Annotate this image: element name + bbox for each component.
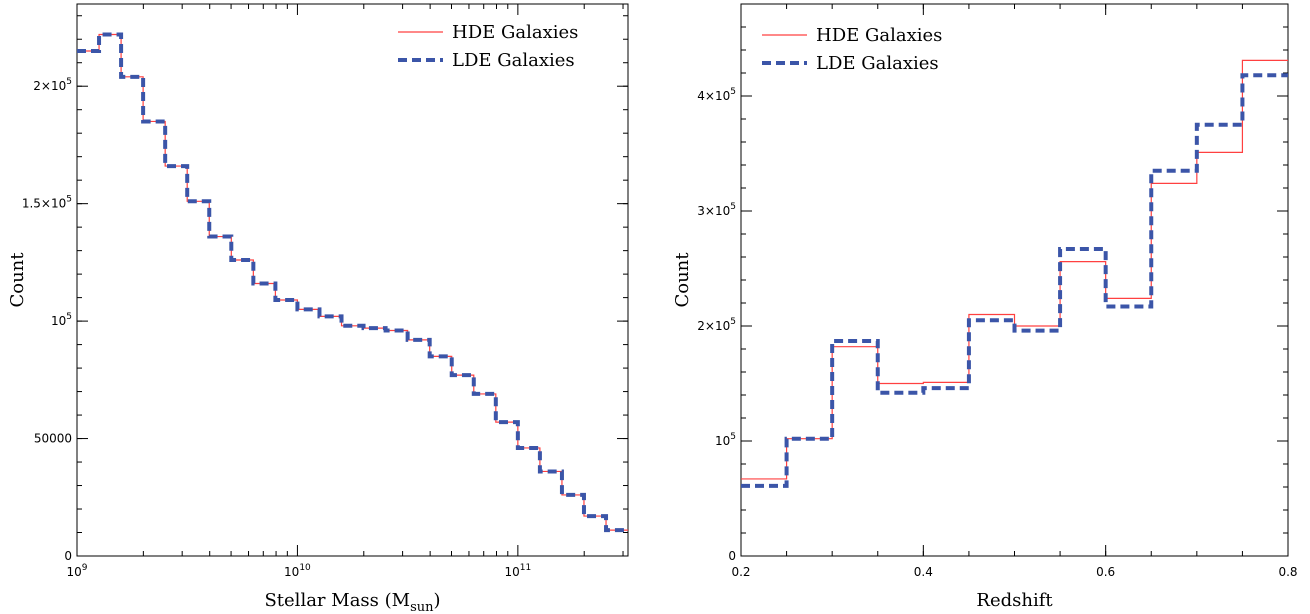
x-tick-label: 0.8 xyxy=(1278,565,1297,579)
y-tick-text: 1.5×10 xyxy=(22,197,66,211)
y-tick-label: 0 xyxy=(728,549,736,563)
x-axis-title-text: Stellar Mass (M xyxy=(264,590,410,611)
x-tick-base: 10 xyxy=(284,565,299,579)
x-tick-base: 10 xyxy=(504,565,519,579)
x-tick-label: 109 xyxy=(66,563,87,579)
x-axis-title: Redshift xyxy=(976,590,1053,611)
lde-legend-label: LDE Galaxies xyxy=(816,53,939,74)
y-tick-text: 0 xyxy=(64,549,72,563)
x-axis-title-text: Redshift xyxy=(976,590,1053,611)
y-tick-label: 2×105 xyxy=(697,317,736,333)
stellar-mass-histogram: 109 1010 10110500001051.5×1052×105Stellar … xyxy=(7,3,629,614)
y-tick-text: 2×10 xyxy=(697,319,730,333)
plot-frame xyxy=(76,3,629,557)
x-tick-label: 0.4 xyxy=(914,565,933,579)
x-tick-label: 0.6 xyxy=(1096,565,1115,579)
plot-frame xyxy=(740,3,1289,557)
x-axis-title-subscript: sun xyxy=(410,600,434,614)
y-tick-text: 10 xyxy=(715,434,730,448)
y-tick-exponent: 5 xyxy=(730,87,736,97)
y-axis-title: Count xyxy=(672,252,693,308)
y-tick-text: 0 xyxy=(728,549,736,563)
y-axis-title: Count xyxy=(7,252,28,308)
redshift-histogram: 0.2 0.4 0.6 0.801052×1053×1054×105RedshiftC… xyxy=(672,3,1298,611)
x-tick-label: 1010 xyxy=(284,563,311,579)
x-tick-label: 1011 xyxy=(504,563,531,579)
y-tick-label: 0 xyxy=(64,549,72,563)
x-tick-base: 10 xyxy=(66,565,81,579)
x-tick-exponent: 9 xyxy=(82,563,88,573)
y-tick-label: 4×105 xyxy=(697,87,736,103)
y-tick-label: 3×105 xyxy=(697,202,736,218)
y-tick-label: 105 xyxy=(51,312,72,328)
x-tick-exponent: 11 xyxy=(520,563,531,573)
y-tick-label: 2×105 xyxy=(33,77,72,93)
y-tick-exponent: 5 xyxy=(66,312,72,322)
y-tick-exponent: 5 xyxy=(66,77,72,87)
y-tick-text: 50000 xyxy=(34,432,72,446)
y-tick-exponent: 5 xyxy=(730,202,736,212)
y-tick-exponent: 5 xyxy=(730,317,736,327)
y-tick-text: 10 xyxy=(51,314,66,328)
y-tick-exponent: 5 xyxy=(730,432,736,442)
x-axis-title-close: ) xyxy=(434,590,441,611)
y-tick-label: 105 xyxy=(715,432,736,448)
y-tick-exponent: 5 xyxy=(66,195,72,205)
y-tick-label: 50000 xyxy=(34,432,72,446)
lde-legend-label: LDE Galaxies xyxy=(452,50,575,71)
y-tick-text: 4×10 xyxy=(697,89,730,103)
x-tick-label: 0.2 xyxy=(731,565,750,579)
x-axis-title: Stellar Mass (Msun) xyxy=(264,590,440,614)
hde-histogram-series xyxy=(77,33,628,531)
y-tick-text: 2×10 xyxy=(33,79,66,93)
y-tick-text: 3×10 xyxy=(697,204,730,218)
lde-histogram-series xyxy=(77,32,628,533)
hde-legend-label: HDE Galaxies xyxy=(452,22,578,43)
hde-legend-label: HDE Galaxies xyxy=(816,25,942,46)
x-tick-exponent: 10 xyxy=(299,563,311,573)
lde-histogram-series xyxy=(741,73,1288,488)
y-tick-label: 1.5×105 xyxy=(22,195,72,211)
